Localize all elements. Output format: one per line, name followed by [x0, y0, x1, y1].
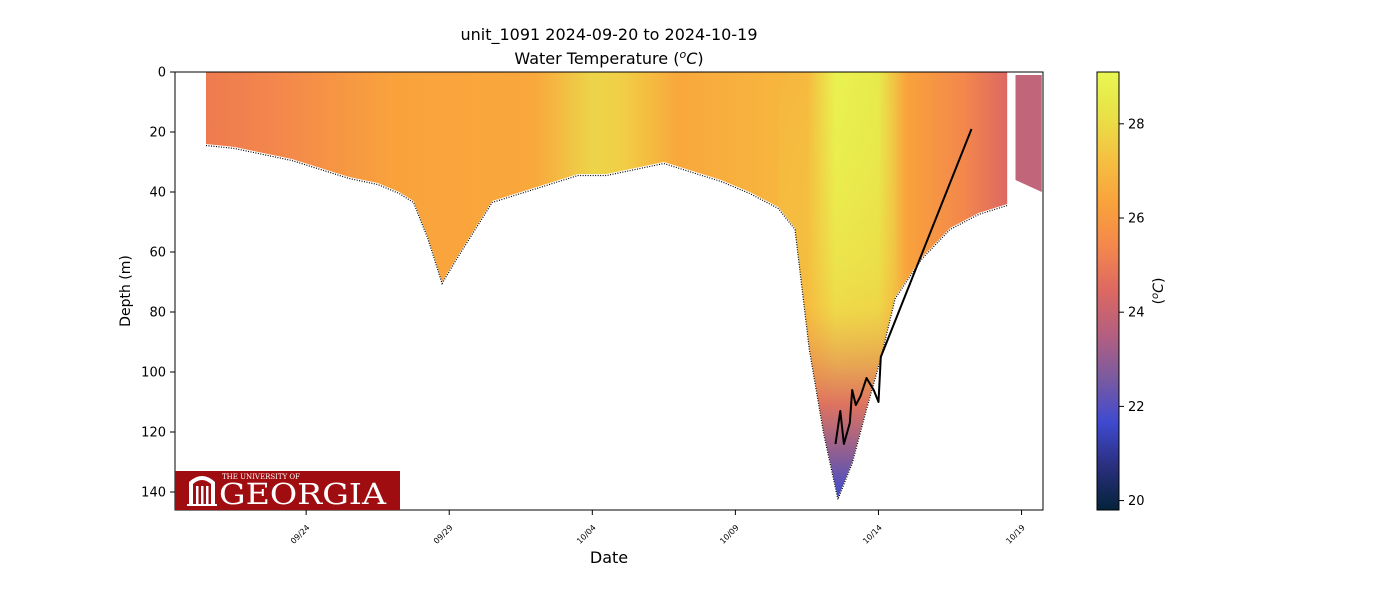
x-tick-label: 10/09 — [718, 523, 741, 546]
colorbar-frame — [1096, 71, 1120, 511]
y-tick-label: 80 — [149, 306, 166, 321]
y-tick-label: 40 — [149, 186, 166, 201]
late-profile-area — [1015, 75, 1042, 192]
university-of-georgia-logo: THE UNIVERSITY OF GEORGIA — [175, 471, 400, 511]
logo-big-text: GEORGIA — [219, 477, 387, 511]
colorbar-tick-label: 28 — [1128, 117, 1145, 132]
y-tick-label: 120 — [141, 426, 166, 441]
colorbar-label: (oC) — [1150, 278, 1167, 305]
chart-title-line1: unit_1091 2024-09-20 to 2024-10-19 — [460, 25, 757, 45]
chart-title-line2: Water Temperature (oC) — [514, 48, 703, 68]
x-tick-label: 09/24 — [289, 523, 312, 546]
plot-frame — [174, 71, 1044, 511]
colorbar-tick-label: 20 — [1128, 494, 1145, 509]
y-tick-label: 60 — [149, 246, 166, 261]
colorbar-tick-label: 24 — [1128, 306, 1145, 321]
colorbar-tick-label: 22 — [1128, 400, 1145, 415]
temperature-section — [205, 72, 1042, 502]
logo-small-text: THE UNIVERSITY OF — [222, 473, 300, 481]
x-tick-label: 10/14 — [861, 523, 884, 546]
colorbar-gradient — [1097, 72, 1119, 510]
y-tick-label: 100 — [141, 366, 166, 381]
colorbar-tick-label: 26 — [1128, 212, 1145, 227]
y-tick-label: 20 — [149, 126, 166, 141]
trend-line — [834, 128, 973, 445]
x-tick-label: 10/19 — [1004, 523, 1027, 546]
y-axis-label: Depth (m) — [118, 255, 134, 327]
y-axis: 0 20 40 60 80 100 120 140 — [141, 66, 175, 501]
x-tick-label: 10/04 — [575, 523, 598, 546]
y-tick-label: 140 — [141, 486, 166, 501]
deep-plunge-area — [778, 72, 896, 498]
x-tick-label: 09/29 — [432, 523, 455, 546]
y-tick-label: 0 — [158, 66, 166, 81]
x-axis: 09/24 09/29 10/04 10/09 10/14 10/19 — [289, 510, 1027, 546]
arch-icon — [187, 476, 217, 506]
x-axis-label: Date — [590, 548, 628, 567]
colorbar: 20 22 24 26 28 (oC) — [1096, 71, 1167, 511]
bottom-trace — [205, 144, 1008, 502]
